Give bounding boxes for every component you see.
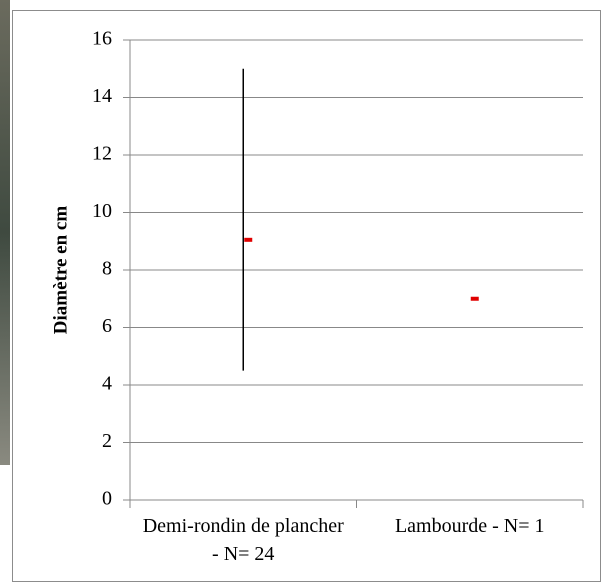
y-tick-label: 16 xyxy=(92,28,112,50)
photo-strip xyxy=(0,0,10,465)
y-tick-label: 0 xyxy=(102,488,112,510)
mean-marker xyxy=(470,296,479,301)
y-tick-label: 2 xyxy=(102,430,112,452)
y-tick-label: 8 xyxy=(102,258,112,280)
y-tick-label: 4 xyxy=(102,373,112,395)
mean-marker xyxy=(244,237,253,242)
x-tick-label-box: Lambourde - N= 1 xyxy=(394,515,545,537)
y-tick-label: 12 xyxy=(92,143,112,165)
y-tick-label: 10 xyxy=(92,200,112,222)
y-tick-label: 6 xyxy=(102,315,112,337)
y-tick-label: 14 xyxy=(92,85,112,107)
x-tick-label: Lambourde - N= 1 xyxy=(394,515,545,537)
y-axis-label: Diamètre en cm xyxy=(50,206,71,335)
x-tick-label: Demi-rondin de plancher - N= 24 xyxy=(142,515,344,565)
x-tick-label-box: Demi-rondin de plancher - N= 24 xyxy=(142,515,344,565)
chart-frame xyxy=(12,10,601,582)
